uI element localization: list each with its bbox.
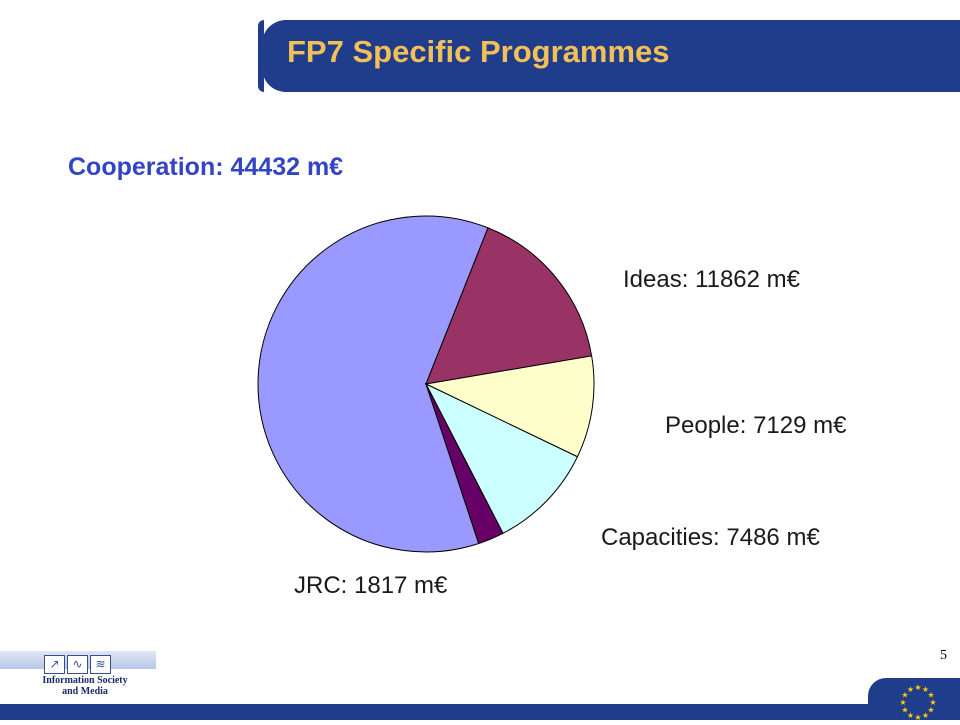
information-society-logo: ↗ ∿ ≋ Information Society and Media: [0, 651, 156, 711]
logo-text-line1: Information Society: [42, 675, 128, 686]
page-number: 5: [940, 648, 947, 663]
eu-stars-icon: ★ ★★★★★★★★★★★: [899, 683, 936, 722]
eu-star-icon: ★: [901, 691, 908, 700]
eu-star-icon: ★: [907, 685, 914, 694]
eu-star-icon: ★: [922, 711, 929, 720]
slide-title: FP7 Specific Programmes: [287, 34, 670, 69]
bottom-bar: [0, 704, 960, 720]
eu-flag: ★ ★ ★ ★ ★ ★ ★ ★ ★ ★ ★ ★: [868, 678, 960, 722]
pie-slice-ideas: [425, 227, 593, 385]
cooperation-label: Cooperation: 44432 m€: [68, 153, 344, 181]
logo-text-line2: and Media: [62, 686, 108, 697]
wave-icon: ∿: [67, 655, 88, 674]
eu-star-icon: ★: [927, 706, 934, 715]
pie-slice-jrc: [425, 383, 504, 545]
eu-star-icon: ★: [927, 691, 934, 700]
title-bar: [258, 20, 960, 92]
arrow-icon: ↗: [44, 655, 65, 674]
eu-star-icon: ★: [914, 713, 921, 720]
eu-star-icon: ★: [901, 706, 908, 715]
pie-slice-people: [424, 355, 595, 458]
eu-star-icon: ★: [899, 698, 906, 707]
jrc-label: JRC: 1817 m€: [294, 572, 448, 599]
pie-slice-capacities: [424, 382, 579, 534]
eu-star-icon: ★: [914, 683, 921, 692]
eu-star-icon: ★: [922, 685, 929, 694]
logo-text: Information Society and Media: [40, 675, 130, 697]
people-label: People: 7129 m€: [665, 412, 847, 439]
eu-star-icon: ★: [907, 711, 914, 720]
logo-icons: ↗ ∿ ≋: [44, 655, 111, 674]
capacities-label: Capacities: 7486 m€: [601, 524, 820, 551]
eu-star-icon: ★: [929, 698, 936, 707]
ideas-label: Ideas: 11862 m€: [623, 266, 801, 293]
signal-icon: ≋: [90, 655, 111, 674]
pie-slice-cooperation: [257, 215, 489, 553]
